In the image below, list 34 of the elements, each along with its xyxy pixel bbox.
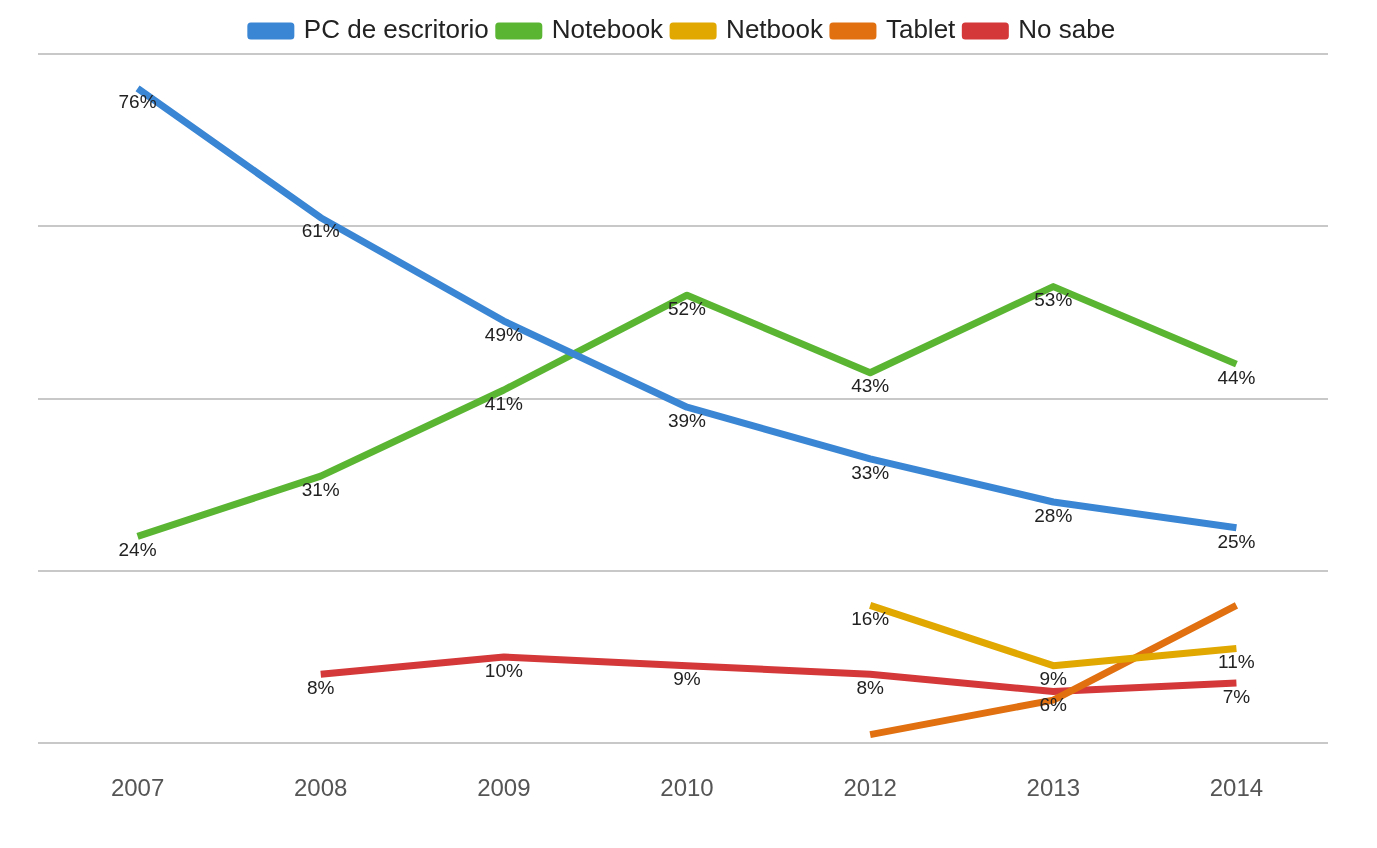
data-label: 44%	[1217, 366, 1256, 388]
data-label: 39%	[667, 409, 707, 431]
data-label: 8%	[306, 677, 335, 699]
data-label: 7%	[1222, 685, 1251, 707]
data-label: 16%	[851, 608, 890, 630]
x-tick-label: 2014	[1209, 774, 1264, 802]
data-label: 10%	[484, 659, 523, 681]
data-label: 76%	[118, 91, 157, 113]
x-tick-label: 2012	[843, 774, 897, 802]
legend-label: Netbook	[726, 14, 824, 45]
x-tick-label: 2013	[1026, 774, 1080, 802]
data-label: 53%	[1034, 289, 1073, 311]
x-tick-label: 2009	[477, 774, 531, 802]
data-label: 33%	[851, 461, 890, 483]
data-label: 25%	[1217, 530, 1256, 552]
data-label: 28%	[1034, 504, 1073, 526]
legend-label: PC de escritorio	[303, 14, 489, 45]
data-label: 8%	[856, 677, 884, 699]
data-label: 9%	[673, 668, 701, 690]
x-tick-label: 2007	[110, 774, 165, 802]
data-label: 41%	[484, 392, 523, 414]
data-label: 52%	[667, 297, 707, 319]
data-label: 49%	[484, 323, 523, 345]
legend-label: Notebook	[551, 14, 665, 45]
x-tick-label: 2008	[294, 774, 348, 802]
data-label: 61%	[301, 220, 340, 242]
data-label: 31%	[301, 478, 340, 500]
legend-label: No sabe	[1018, 14, 1116, 45]
data-label: 11%	[1218, 651, 1255, 673]
legend-label: Tablet	[885, 14, 957, 45]
data-label: 43%	[851, 375, 890, 397]
data-label: 24%	[118, 539, 157, 561]
x-tick-label: 2010	[660, 774, 714, 802]
data-label: 9%	[1039, 668, 1068, 690]
